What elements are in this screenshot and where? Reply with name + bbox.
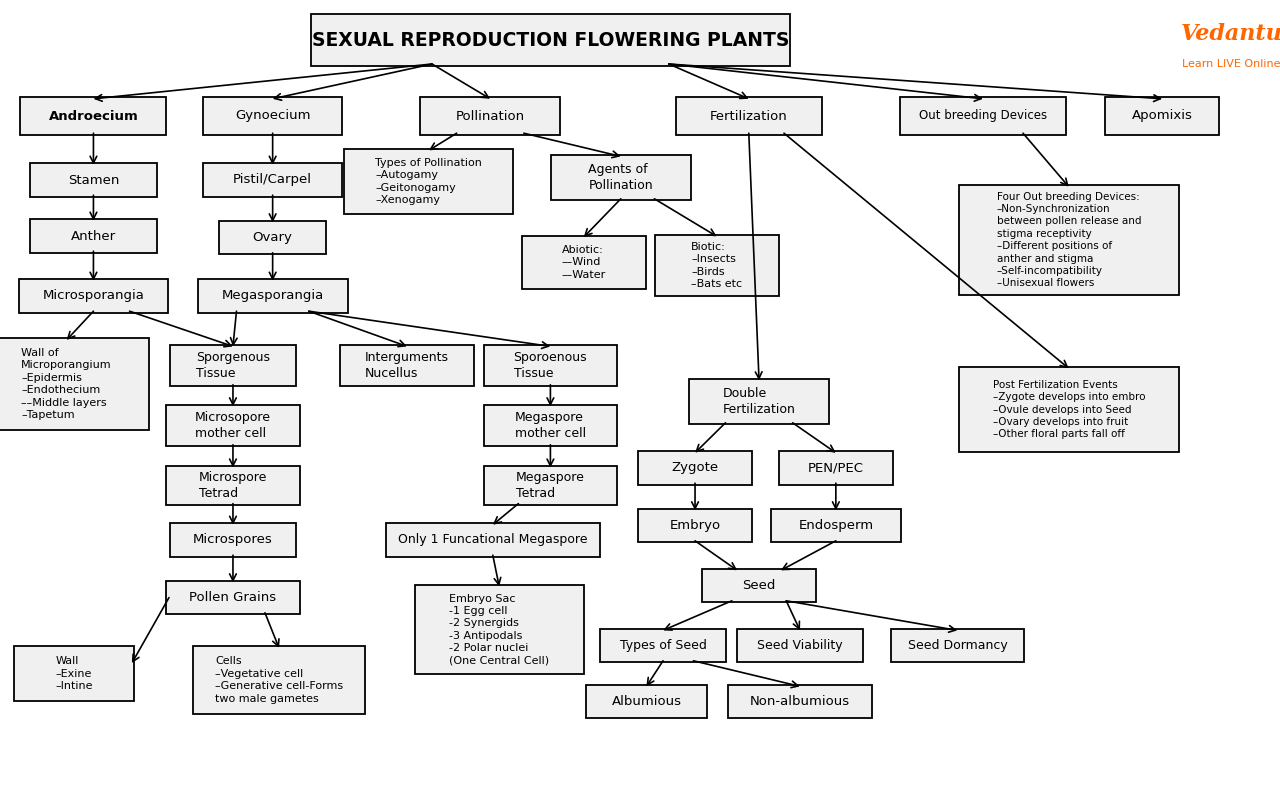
Text: Fertilization: Fertilization [710,110,787,122]
FancyBboxPatch shape [901,97,1065,134]
FancyBboxPatch shape [484,345,617,386]
FancyBboxPatch shape [0,338,148,430]
Text: Zygote: Zygote [672,462,718,474]
Text: Out breeding Devices: Out breeding Devices [919,110,1047,122]
FancyBboxPatch shape [311,14,790,66]
Text: Microsopore
mother cell: Microsopore mother cell [195,411,271,440]
FancyBboxPatch shape [166,466,300,506]
FancyBboxPatch shape [728,685,872,718]
FancyBboxPatch shape [197,279,348,313]
FancyBboxPatch shape [600,629,727,662]
Text: Double
Fertilization: Double Fertilization [723,387,795,416]
Text: Types of Pollination
–Autogamy
–Geitonogamy
–Xenogamy: Types of Pollination –Autogamy –Geitonog… [375,158,483,206]
Text: Pollen Grains: Pollen Grains [189,591,276,604]
FancyBboxPatch shape [29,219,157,253]
FancyBboxPatch shape [639,509,753,542]
Text: Post Fertilization Events
–Zygote develops into embro
–Ovule develops into Seed
: Post Fertilization Events –Zygote develo… [992,380,1146,439]
Text: Pistil/Carpel: Pistil/Carpel [233,174,312,186]
FancyBboxPatch shape [202,97,343,134]
Text: Microspores: Microspores [193,534,273,546]
Text: Sporoenous
Tissue: Sporoenous Tissue [513,351,588,380]
Text: Interguments
Nucellus: Interguments Nucellus [365,351,449,380]
Text: Endosperm: Endosperm [799,519,873,532]
Text: Microsporangia: Microsporangia [42,290,145,302]
Text: Albumious: Albumious [612,695,681,708]
FancyBboxPatch shape [29,163,157,197]
Text: Agents of
Pollination: Agents of Pollination [589,163,653,192]
Text: Anther: Anther [70,230,116,242]
FancyBboxPatch shape [737,629,864,662]
FancyBboxPatch shape [1106,97,1220,134]
FancyBboxPatch shape [484,405,617,446]
Text: Stamen: Stamen [68,174,119,186]
Text: Learn LIVE Online: Learn LIVE Online [1183,59,1280,69]
Text: Gynoecium: Gynoecium [236,110,310,122]
Text: Megasporangia: Megasporangia [221,290,324,302]
Text: Sporgenous
Tissue: Sporgenous Tissue [196,351,270,380]
FancyBboxPatch shape [20,97,166,134]
Text: Biotic:
–Insects
–Birds
–Bats etc: Biotic: –Insects –Birds –Bats etc [691,242,742,290]
Text: SEXUAL REPRODUCTION FLOWERING PLANTS: SEXUAL REPRODUCTION FLOWERING PLANTS [312,30,788,50]
FancyBboxPatch shape [522,235,646,289]
FancyBboxPatch shape [780,451,893,485]
FancyBboxPatch shape [202,163,343,197]
Text: Megaspore
mother cell: Megaspore mother cell [515,411,586,440]
FancyBboxPatch shape [484,466,617,506]
Text: Wall of
Microporangium
–Epidermis
–Endothecium
––Middle layers
–Tapetum: Wall of Microporangium –Epidermis –Endot… [22,348,111,420]
Text: Seed Viability: Seed Viability [758,639,842,652]
Text: Microspore
Tetrad: Microspore Tetrad [198,471,268,500]
Text: Wall
–Exine
–Intine: Wall –Exine –Intine [55,656,93,691]
Text: Types of Seed: Types of Seed [620,639,707,652]
FancyBboxPatch shape [193,646,365,714]
FancyBboxPatch shape [586,685,707,718]
FancyBboxPatch shape [891,629,1024,662]
Text: Four Out breeding Devices:
–Non-Synchronization
between pollen release and
stigm: Four Out breeding Devices: –Non-Synchron… [997,192,1140,288]
Text: Seed Dormancy: Seed Dormancy [908,639,1007,652]
FancyBboxPatch shape [170,523,297,557]
FancyBboxPatch shape [771,509,901,542]
Text: Non-albumious: Non-albumious [750,695,850,708]
FancyBboxPatch shape [420,97,561,134]
FancyBboxPatch shape [166,405,300,446]
Text: Apomixis: Apomixis [1132,110,1193,122]
Text: Embryo: Embryo [669,519,721,532]
Text: Vedantu: Vedantu [1180,22,1280,45]
Text: Seed: Seed [742,579,776,592]
Text: Pollination: Pollination [456,110,525,122]
Text: Ovary: Ovary [252,231,293,244]
FancyBboxPatch shape [340,345,474,386]
FancyBboxPatch shape [170,345,297,386]
Text: Only 1 Funcational Megaspore: Only 1 Funcational Megaspore [398,534,588,546]
Text: PEN/PEC: PEN/PEC [808,462,864,474]
FancyBboxPatch shape [344,149,513,214]
FancyBboxPatch shape [18,279,169,313]
FancyBboxPatch shape [14,646,134,701]
FancyBboxPatch shape [219,221,326,254]
Text: Abiotic:
––Wind
––Water: Abiotic: ––Wind ––Water [562,245,605,280]
Text: Megaspore
Tetrad: Megaspore Tetrad [516,471,585,500]
FancyBboxPatch shape [959,366,1179,452]
FancyBboxPatch shape [689,379,829,424]
FancyBboxPatch shape [639,451,753,485]
FancyBboxPatch shape [387,523,600,557]
FancyBboxPatch shape [676,97,822,134]
FancyBboxPatch shape [166,581,300,614]
Text: Cells
–Vegetative cell
–Generative cell-Forms
two male gametes: Cells –Vegetative cell –Generative cell-… [215,656,343,704]
FancyBboxPatch shape [959,186,1179,295]
FancyBboxPatch shape [701,569,817,602]
FancyBboxPatch shape [415,585,584,674]
Text: Androecium: Androecium [49,110,138,122]
FancyBboxPatch shape [655,235,780,296]
FancyBboxPatch shape [550,154,691,200]
Text: Embryo Sac
-1 Egg cell
-2 Synergids
-3 Antipodals
-2 Polar nuclei
(One Central C: Embryo Sac -1 Egg cell -2 Synergids -3 A… [449,594,549,666]
